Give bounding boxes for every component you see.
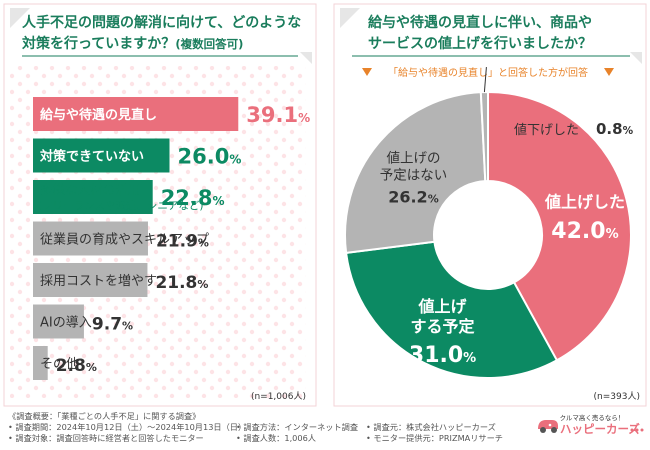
bar <box>33 180 153 214</box>
pie-category-label: 値上げの <box>386 150 440 166</box>
bar-chart: 給与や待遇の見直し 39.1% 対策できていない 26.0% 多様な人材の活用 (フリーラ… <box>33 97 310 380</box>
left-title-line1: 人手不足の問題の解消に向けて、どのような <box>22 14 301 31</box>
pie-leader-line <box>483 67 487 93</box>
pie-category-label: 値上げした <box>544 193 625 212</box>
bar-category-label: 従業員の育成やスキルアップ <box>40 232 209 248</box>
bar-value-label: 9.7% <box>92 315 133 335</box>
left-title-line2: 対策を行っていますか？ <box>21 35 175 52</box>
right-title-line1: 給与や待遇の見直しに伴い、商品や <box>368 14 592 31</box>
footer-method: • 調査方法：インターネット調査 <box>236 422 359 432</box>
left-title-corner <box>10 8 30 28</box>
right-panel: 給与や待遇の見直しに伴い、商品や サービスの値上げを行いましたか？ 「給与や待遇… <box>333 3 647 407</box>
bar-value-label: 2.8% <box>56 356 97 376</box>
bar-value-label: 21.8% <box>155 273 208 293</box>
left-title-suffix: (複数回答可) <box>175 37 243 51</box>
pie-value-label: 26.2% <box>388 188 439 207</box>
car-icon <box>538 420 558 433</box>
pie-slice <box>345 240 559 379</box>
bar-category-label: 給与や待遇の見直し <box>40 107 157 123</box>
left-title-corner-2 <box>300 52 312 64</box>
logo-dot-2 <box>635 428 639 432</box>
pie-value-label: 42.0% <box>551 219 618 244</box>
left-panel: 人手不足の問題の解消に向けて、どのような 対策を行っていますか？(複数回答可) … <box>3 3 317 407</box>
bar-category-sublabel: (フリーランスや派遣、シニアなど) <box>38 199 203 212</box>
footer-org: • 調査元：株式会社ハッピーカーズ <box>366 422 496 432</box>
subtitle-arrow-left <box>362 68 372 76</box>
logo-brand: ハッピーカーズ <box>560 422 640 436</box>
footer-provider: • モニター提供元：PRIZMAリサーチ <box>366 433 503 443</box>
bar-category-label: 採用コストを増やす <box>40 274 157 289</box>
bar <box>33 346 48 380</box>
right-subtitle: 「給与や待遇の見直し」と回答した方が回答 <box>388 66 588 79</box>
pie-slice <box>487 90 632 362</box>
svg-text:対策を行っていますか？(複数回答可): 対策を行っていますか？(複数回答可) <box>21 35 243 52</box>
bar-category-label: 多様な人材の活用 <box>40 182 140 197</box>
bar <box>33 263 148 297</box>
logo-dot-3 <box>640 428 644 432</box>
logo-tagline: クルマ高く売るなら！ <box>560 413 625 422</box>
pie-value-label: 31.0% <box>409 343 476 368</box>
bar <box>33 221 148 256</box>
subtitle-arrow-right <box>604 68 614 76</box>
bar-value-label: 39.1% <box>246 103 310 127</box>
bar <box>33 97 239 131</box>
pie-category-label: する予定 <box>411 317 475 336</box>
bar-value-label: 21.9% <box>156 232 209 252</box>
logo-dot-1 <box>630 428 634 432</box>
bar <box>33 138 170 173</box>
pie-category-label: 値上げ <box>418 297 468 316</box>
right-n-label: (n=393人) <box>594 391 640 402</box>
footer-target: • 調査対象：調査回答時に経営者と回答したモニター <box>8 433 204 443</box>
left-n-label: (n=1,006人) <box>251 391 306 402</box>
brand-logo: クルマ高く売るなら！ ハッピーカーズ <box>538 413 644 436</box>
bar-category-label: 対策できていない <box>39 149 144 165</box>
bar <box>33 304 84 339</box>
pie-slice <box>479 90 489 183</box>
bar-category-label: AIの導入 <box>40 316 92 331</box>
footer-period: • 調査期間：2024年10月12日（土）～2024年10月13日（日） <box>8 422 247 432</box>
bar-value-label: 26.0% <box>178 145 242 169</box>
footer-people: • 調査人数：1,006人 <box>236 433 316 443</box>
right-title-corner-2 <box>630 52 642 64</box>
right-title-line2: サービスの値上げを行いましたか？ <box>368 35 592 52</box>
bar-category-label: その他 <box>40 357 79 372</box>
pie-value-label: 0.8% <box>596 120 634 138</box>
bar-value-label: 22.8% <box>161 186 225 210</box>
pie-slice <box>344 91 487 255</box>
right-title-corner <box>340 8 360 28</box>
footer-overview: 《調査概要：「業種ごとの人手不足」に関する調査》 <box>8 411 201 421</box>
pie-category-label: 予定はない <box>380 167 448 183</box>
pie-category-label: 値下げした <box>514 122 579 138</box>
